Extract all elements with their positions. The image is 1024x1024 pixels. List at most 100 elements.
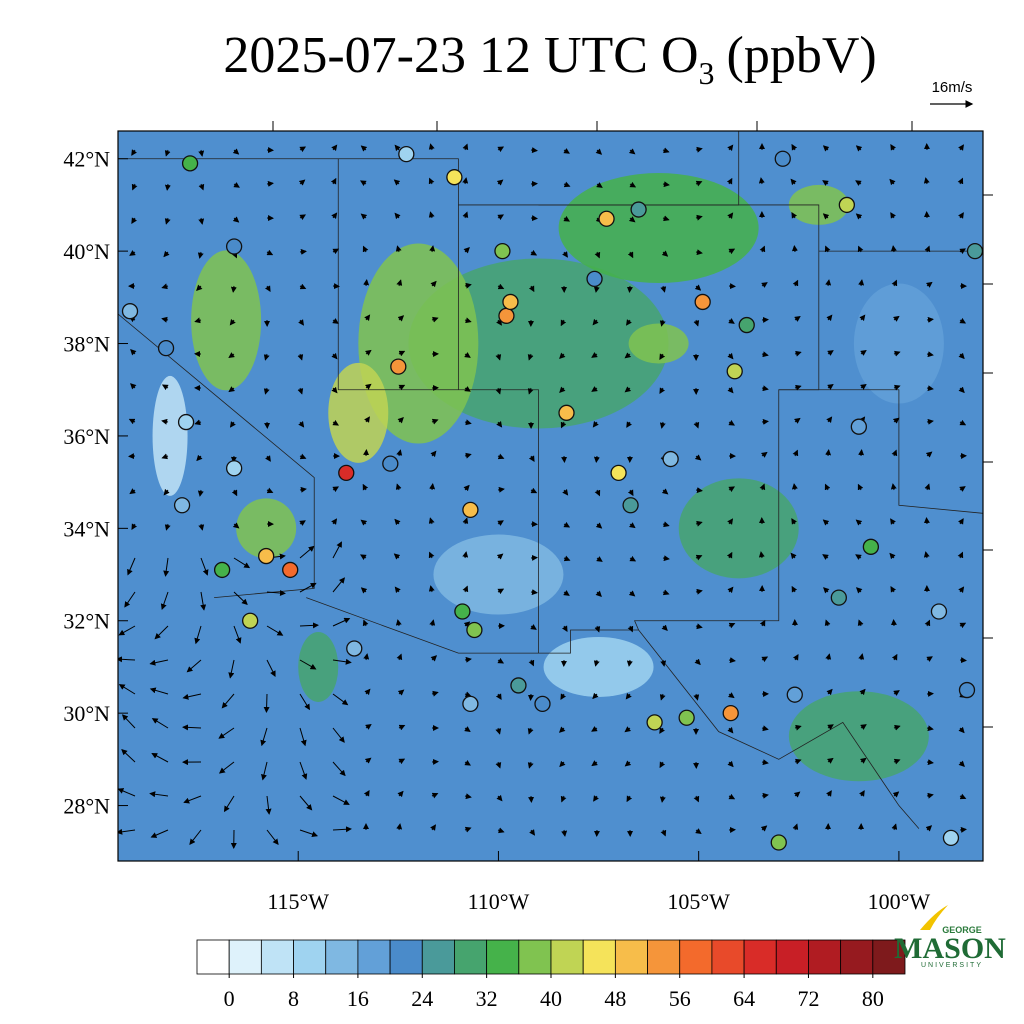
- wind-arrow: [822, 145, 830, 152]
- wind-arrow: [462, 517, 469, 525]
- wind-arrow: [398, 724, 406, 731]
- colorbar-box: [775, 939, 809, 975]
- wind-arrow: [260, 727, 268, 747]
- wind-arrow: [332, 577, 346, 593]
- wind-arrow: [591, 760, 598, 767]
- wind-arrow: [761, 725, 769, 732]
- colorbar-box: [454, 939, 488, 975]
- wind-arrow: [855, 587, 863, 594]
- station: [225, 460, 243, 477]
- station: [630, 201, 647, 218]
- wind-arrow: [822, 180, 829, 186]
- wind-arrow: [891, 279, 898, 287]
- wind-arrow: [595, 522, 603, 529]
- wind-arrow: [761, 792, 769, 799]
- station: [181, 155, 199, 172]
- wind-arrow: [430, 655, 438, 662]
- wind-arrow: [462, 177, 469, 185]
- wind-arrow: [149, 659, 169, 666]
- station: [738, 316, 755, 334]
- wind-arrow: [332, 727, 345, 743]
- station: [850, 418, 868, 435]
- wind-arrow: [161, 384, 169, 391]
- station: [177, 413, 195, 431]
- logo: GEORGE MASON UNIVERSITY: [894, 905, 1006, 969]
- wind-arrow: [530, 589, 538, 596]
- wind-arrow: [150, 829, 169, 838]
- wind-arrow: [463, 621, 471, 628]
- wind-arrow: [527, 387, 534, 395]
- wind-arrow: [926, 316, 934, 323]
- colorbar-box: [582, 939, 616, 975]
- station: [225, 238, 243, 255]
- wind-arrow: [628, 216, 636, 223]
- colorbar-box: [357, 939, 391, 975]
- wind-arrow: [332, 693, 349, 706]
- station: [958, 681, 976, 699]
- wind-arrow: [230, 285, 237, 293]
- station: [466, 621, 483, 639]
- lat-label: 34°N: [63, 516, 110, 541]
- wind-arrow: [497, 520, 504, 526]
- wind-arrow: [926, 792, 934, 799]
- wind-arrow: [925, 825, 933, 832]
- wind-arrow: [332, 658, 352, 665]
- wind-arrow: [958, 726, 965, 734]
- wind-arrow: [924, 483, 931, 491]
- wind-arrow: [659, 421, 666, 429]
- wind-arrow: [218, 727, 235, 739]
- wind-arrow: [695, 828, 702, 835]
- wind-arrow: [591, 726, 598, 732]
- wind-arrow: [266, 625, 284, 636]
- wind-arrow: [496, 421, 503, 428]
- wind-arrow: [728, 657, 736, 664]
- wind-arrow: [727, 144, 734, 152]
- wind-arrow: [397, 417, 404, 424]
- wind-arrow: [223, 795, 235, 813]
- wind-arrow: [594, 251, 601, 259]
- wind-arrow: [560, 795, 567, 803]
- colorbar-label: 8: [288, 986, 299, 1011]
- wind-arrow: [131, 149, 137, 156]
- wind-arrow: [527, 353, 534, 361]
- wind-arrow: [926, 351, 934, 358]
- wind-arrow: [659, 319, 666, 327]
- wind-arrow: [332, 248, 340, 255]
- logo-top: GEORGE: [942, 925, 982, 935]
- wind-arrow: [727, 386, 734, 394]
- wind-arrow: [926, 281, 933, 288]
- wind-arrow: [926, 418, 934, 425]
- wind-arrow: [693, 795, 700, 803]
- wind-arrow: [959, 622, 967, 629]
- colorbar-label: 0: [224, 986, 235, 1011]
- wind-arrow: [265, 455, 271, 462]
- wind-arrow: [727, 352, 734, 360]
- station: [622, 497, 639, 514]
- terrain: [678, 478, 799, 579]
- station: [558, 404, 575, 421]
- wind-arrow: [662, 521, 670, 528]
- wind-arrow: [659, 727, 665, 734]
- wind-arrow: [194, 419, 202, 426]
- wind-arrow: [592, 318, 599, 326]
- wind-arrow: [299, 545, 315, 559]
- wind-arrow: [528, 659, 535, 667]
- wind-arrow: [497, 827, 505, 834]
- wind-arrow: [594, 489, 601, 497]
- wind-arrow: [528, 455, 535, 463]
- wind-arrow: [660, 285, 667, 293]
- wind-arrow: [228, 352, 235, 359]
- wind-arrow: [629, 522, 636, 529]
- wind-arrow: [530, 487, 538, 494]
- wind-arrow: [497, 453, 505, 460]
- wind-arrow: [891, 823, 898, 831]
- colorbar-label: 40: [540, 986, 562, 1011]
- wind-arrow: [562, 489, 569, 496]
- wind-arrow: [528, 285, 535, 293]
- border: [118, 313, 315, 599]
- wind-arrow: [794, 417, 801, 424]
- border: [778, 389, 983, 514]
- wind-arrow: [958, 586, 965, 593]
- wind-arrow: [196, 454, 203, 462]
- wind-arrow: [859, 790, 865, 797]
